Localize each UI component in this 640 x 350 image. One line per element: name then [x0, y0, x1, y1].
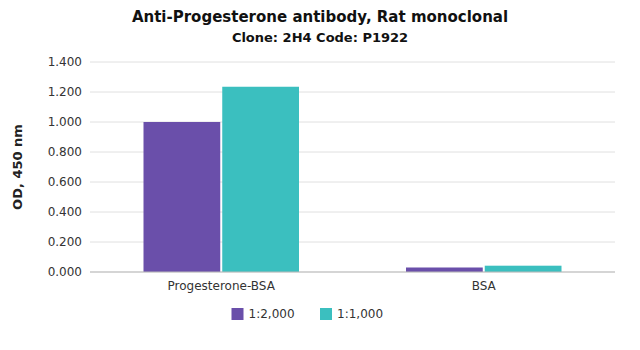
y-tick-label: 1.000 — [48, 115, 82, 129]
bar — [406, 268, 483, 273]
y-tick-label: 0.600 — [48, 175, 82, 189]
bar — [144, 122, 221, 272]
x-axis-line — [90, 272, 615, 273]
grid-line — [90, 62, 615, 63]
y-tick-label: 0.200 — [48, 235, 82, 249]
y-tick-label: 0.000 — [48, 265, 82, 279]
bar — [222, 87, 299, 272]
legend-label: 1:2,000 — [249, 307, 295, 321]
y-tick-label: 0.800 — [48, 145, 82, 159]
bars — [144, 87, 562, 272]
legend-label: 1:1,000 — [337, 307, 383, 321]
y-tick-label: 0.400 — [48, 205, 82, 219]
grid-line — [90, 272, 615, 273]
bar — [485, 266, 562, 272]
subtitle: Clone: 2H4 Code: P1922 — [232, 30, 408, 45]
chart-svg: Anti-Progesterone antibody, Rat monoclon… — [0, 0, 640, 350]
chart-container: Anti-Progesterone antibody, Rat monoclon… — [0, 0, 640, 350]
legend-swatch — [232, 308, 244, 320]
legend: 1:2,000 1:1,000 — [232, 307, 384, 321]
x-tick-label: Progesterone-BSA — [168, 279, 276, 293]
title: Anti-Progesterone antibody, Rat monoclon… — [132, 8, 508, 26]
grid-line — [90, 92, 615, 93]
x-tick-label: BSA — [472, 279, 497, 293]
y-axis-label: OD, 450 nm — [10, 124, 25, 210]
legend-swatch — [320, 308, 332, 320]
y-tick-label: 1.400 — [48, 55, 82, 69]
y-tick-label: 1.200 — [48, 85, 82, 99]
grid — [90, 62, 615, 272]
